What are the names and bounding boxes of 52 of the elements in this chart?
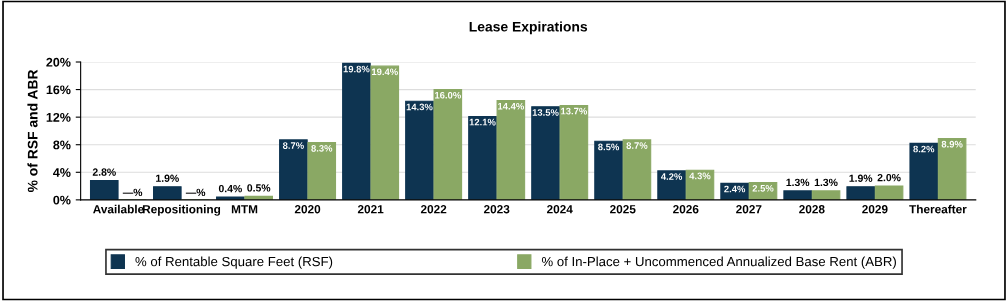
x-tick-label: MTM: [231, 205, 258, 214]
data-label: —%: [122, 188, 143, 197]
data-label: 1.9%: [849, 174, 873, 182]
x-tick-label: Thereafter: [909, 204, 967, 214]
data-label: 16.0%: [435, 91, 461, 99]
x-tick-label: 2028: [799, 205, 825, 214]
data-label: 2.8%: [92, 168, 116, 176]
data-label: 4.3%: [689, 172, 711, 180]
data-label: 1.9%: [156, 174, 179, 182]
x-tick-label: Repositioning: [142, 204, 221, 216]
data-label: 13.5%: [532, 109, 559, 116]
x-tick-label: 2025: [610, 205, 636, 214]
x-tick-label: 2023: [483, 205, 510, 214]
data-label: 8.5%: [598, 143, 620, 151]
data-label: 8.2%: [913, 145, 935, 153]
x-tick-label: 2020: [294, 205, 321, 214]
data-label: 8.9%: [941, 140, 963, 148]
legend-label: % of Rentable Square Feet (RSF): [135, 256, 333, 269]
x-tick-label: 2021: [357, 205, 384, 214]
x-tick-label: 2024: [546, 205, 573, 214]
y-tick-label: 0%: [53, 195, 71, 205]
data-label: 2.0%: [877, 173, 901, 182]
data-label: 2.4%: [724, 185, 746, 193]
x-tick-label: 2022: [420, 205, 447, 214]
data-label: 0.5%: [247, 184, 271, 192]
data-label: 0.4%: [218, 184, 242, 193]
data-label: 13.7%: [561, 107, 588, 115]
y-tick-label: 8%: [53, 140, 71, 150]
data-label: 14.4%: [498, 102, 524, 110]
y-tick-label: 4%: [53, 168, 71, 177]
data-label: 1.3%: [814, 178, 838, 187]
x-tick-label: 2026: [673, 205, 699, 214]
y-tick-label: 16%: [46, 85, 71, 95]
x-tick-label: 2027: [736, 205, 762, 214]
x-tick-label: 2029: [862, 205, 888, 214]
y-tick-label: 12%: [46, 112, 71, 122]
data-label: 8.3%: [311, 144, 333, 152]
data-label: 4.2%: [660, 173, 683, 180]
data-label: 19.8%: [343, 65, 370, 73]
data-label: 1.3%: [786, 178, 810, 187]
data-label: 8.7%: [282, 142, 304, 149]
legend-label: % of In-Place + Uncommenced Annualized Base Rent (ABR): [541, 256, 896, 269]
chart-title: Lease Expirations: [469, 21, 588, 35]
data-label: —%: [185, 188, 206, 197]
data-label: 14.3%: [406, 103, 433, 111]
y-tick-label: 20%: [46, 57, 71, 67]
data-label: 19.4%: [371, 68, 398, 76]
data-label: 8.7%: [626, 142, 648, 149]
data-label: 12.1%: [469, 118, 496, 126]
data-label: 2.5%: [752, 184, 774, 192]
x-tick-label: Available: [93, 204, 144, 214]
y-axis-title: % of RSF and ABR: [27, 69, 38, 193]
